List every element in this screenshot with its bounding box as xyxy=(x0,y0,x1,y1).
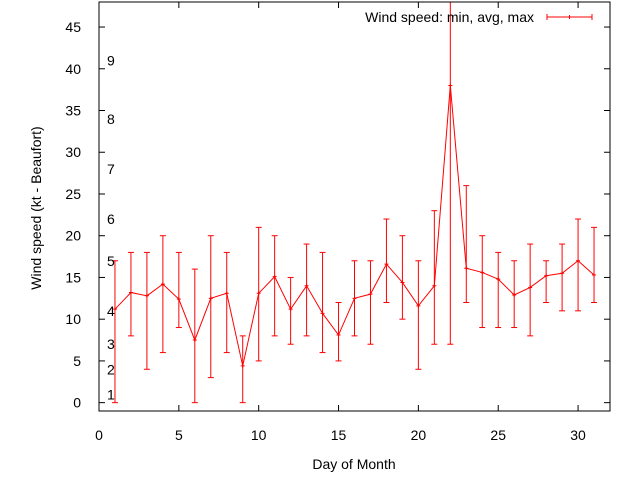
beaufort-label: 5 xyxy=(107,253,115,269)
data-point xyxy=(192,338,197,343)
data-point xyxy=(560,271,565,276)
legend: Wind speed: min, avg, max xyxy=(365,9,593,25)
error-bar xyxy=(415,260,422,370)
beaufort-labels: 1 2 3 4 5 6 7 8 9 xyxy=(107,52,115,402)
data-point xyxy=(464,266,469,271)
error-bars xyxy=(111,1,598,404)
error-bar xyxy=(223,251,230,354)
error-bar xyxy=(463,185,470,303)
error-bar xyxy=(143,251,150,370)
data-point xyxy=(304,283,309,288)
beaufort-label: 8 xyxy=(107,111,115,127)
data-point xyxy=(480,270,485,275)
beaufort-label: 3 xyxy=(107,336,115,352)
data-point xyxy=(512,292,517,297)
error-bar xyxy=(303,243,310,337)
data-point xyxy=(320,311,325,316)
error-bar xyxy=(319,251,326,354)
x-tick-label: 15 xyxy=(331,427,347,443)
error-bar xyxy=(495,251,502,329)
y-tick-label: 35 xyxy=(65,103,81,119)
x-tick-label: 0 xyxy=(95,427,103,443)
error-bar xyxy=(271,235,278,337)
x-tick-label: 25 xyxy=(490,427,506,443)
error-bar xyxy=(383,218,390,303)
data-point xyxy=(528,285,533,290)
x-tick-label: 30 xyxy=(570,427,586,443)
data-point xyxy=(208,296,213,301)
legend-sample xyxy=(546,14,593,20)
data-point xyxy=(352,296,357,301)
x-tick-label: 10 xyxy=(251,427,267,443)
beaufort-label: 9 xyxy=(107,52,115,68)
data-point xyxy=(496,277,501,282)
x-tick-label: 5 xyxy=(175,427,183,443)
beaufort-label: 6 xyxy=(107,211,115,227)
error-bar xyxy=(543,260,550,303)
error-bar xyxy=(447,1,454,345)
error-bar xyxy=(591,226,598,303)
data-point xyxy=(256,291,261,296)
data-point xyxy=(144,293,149,298)
y-tick-label: 0 xyxy=(73,395,81,411)
data-point xyxy=(416,303,421,308)
y-axis-label: Wind speed (kt - Beaufort) xyxy=(28,126,44,289)
error-bar xyxy=(191,268,198,404)
beaufort-label: 4 xyxy=(107,303,115,319)
data-point xyxy=(576,258,581,263)
plot-frame xyxy=(98,1,611,412)
data-point xyxy=(160,282,165,287)
error-bar xyxy=(239,335,246,404)
error-bar xyxy=(479,235,486,329)
error-bar xyxy=(111,260,118,404)
y-tick-label: 15 xyxy=(65,269,81,285)
error-bar xyxy=(335,301,342,362)
y-tick-label: 40 xyxy=(65,61,81,77)
legend-label: Wind speed: min, avg, max xyxy=(365,9,534,25)
data-point xyxy=(400,280,405,285)
data-point xyxy=(592,272,597,277)
error-bar xyxy=(207,235,214,379)
y-tick-label: 45 xyxy=(65,19,81,35)
error-bar xyxy=(575,218,582,312)
error-bar xyxy=(175,251,182,329)
y-tick-label: 5 xyxy=(73,353,81,369)
data-point xyxy=(368,292,373,297)
data-point xyxy=(240,363,245,368)
data-point xyxy=(224,291,229,296)
series-line-layer xyxy=(112,83,597,368)
data-point xyxy=(336,333,341,338)
beaufort-label: 7 xyxy=(107,161,115,177)
data-point xyxy=(112,307,117,312)
error-bar xyxy=(431,210,438,345)
error-bar xyxy=(559,243,566,312)
data-point xyxy=(176,297,181,302)
data-point xyxy=(288,307,293,312)
beaufort-label: 1 xyxy=(107,386,115,402)
x-axis-label: Day of Month xyxy=(312,456,395,472)
y-tick-label: 25 xyxy=(65,186,81,202)
error-bar xyxy=(527,243,534,337)
error-bar xyxy=(159,235,166,354)
data-point xyxy=(272,274,277,279)
data-point xyxy=(128,290,133,295)
beaufort-label: 2 xyxy=(107,361,115,377)
y-tick-label: 30 xyxy=(65,144,81,160)
error-bar xyxy=(399,235,406,320)
data-point xyxy=(384,262,389,267)
data-point xyxy=(432,283,437,288)
data-point xyxy=(544,273,549,278)
x-tick-label: 20 xyxy=(411,427,427,443)
y-tick-label: 20 xyxy=(65,228,81,244)
error-bar xyxy=(367,260,374,345)
data-point xyxy=(448,83,453,88)
y-tick-label: 10 xyxy=(65,311,81,327)
